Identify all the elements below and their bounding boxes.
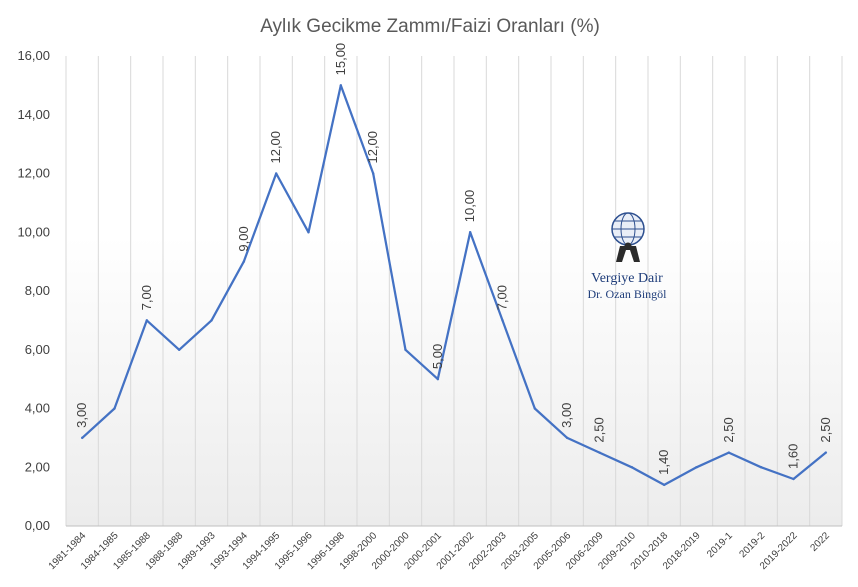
data-point bbox=[759, 466, 763, 469]
data-point bbox=[598, 451, 601, 454]
data-label: 7,00 bbox=[139, 285, 154, 310]
data-point bbox=[371, 172, 375, 175]
data-point bbox=[307, 231, 310, 234]
x-tick-label: 2019-2 bbox=[737, 530, 767, 560]
watermark-logo: Vergiye Dair Dr. Ozan Bingöl bbox=[588, 212, 668, 301]
data-label: 3,00 bbox=[74, 403, 89, 428]
data-label: 7,00 bbox=[495, 285, 510, 310]
data-label: 15,00 bbox=[333, 43, 348, 76]
data-point bbox=[501, 319, 504, 322]
data-point bbox=[727, 451, 731, 454]
data-point bbox=[533, 407, 537, 410]
data-label: 2,50 bbox=[592, 417, 607, 442]
x-tick-label: 2019-1 bbox=[705, 530, 735, 560]
y-tick-label: 4,00 bbox=[25, 401, 50, 416]
data-point bbox=[468, 231, 472, 234]
watermark-author: Dr. Ozan Bingöl bbox=[588, 287, 668, 301]
series-line bbox=[81, 84, 827, 487]
data-label: 3,00 bbox=[559, 403, 574, 428]
y-tick-label: 10,00 bbox=[17, 224, 50, 239]
y-tick-label: 8,00 bbox=[25, 283, 50, 298]
data-point bbox=[145, 319, 149, 322]
data-point bbox=[274, 172, 278, 175]
data-point bbox=[695, 466, 698, 469]
data-point bbox=[210, 319, 213, 322]
data-point bbox=[662, 483, 666, 487]
globe-atlas-icon bbox=[611, 212, 645, 262]
data-label: 9,00 bbox=[236, 226, 251, 251]
chart-title: Aylık Gecikme Zammı/Faizi Oranları (%) bbox=[260, 16, 600, 37]
data-point bbox=[792, 477, 795, 481]
data-point bbox=[177, 348, 181, 351]
y-tick-label: 6,00 bbox=[25, 342, 50, 357]
grid-lines bbox=[65, 56, 843, 526]
data-point bbox=[339, 84, 343, 87]
data-label: 10,00 bbox=[462, 190, 477, 223]
data-point bbox=[630, 466, 634, 469]
data-point bbox=[113, 407, 116, 410]
data-point bbox=[242, 260, 246, 263]
y-axis: 0,00 2,00 4,00 6,00 8,00 10,00 12,00 14,00 16,00 bbox=[17, 48, 50, 533]
series-line-group bbox=[80, 84, 828, 487]
y-tick-label: 16,00 bbox=[17, 48, 50, 63]
y-tick-label: 2,00 bbox=[25, 459, 50, 474]
data-label: 5,00 bbox=[430, 344, 445, 369]
data-point bbox=[565, 436, 569, 440]
y-tick-label: 14,00 bbox=[17, 107, 50, 122]
watermark-title: Vergiye Dair bbox=[591, 271, 663, 286]
x-tick-label: 2022 bbox=[808, 530, 832, 554]
data-label: 1,60 bbox=[786, 444, 801, 469]
data-point bbox=[404, 348, 407, 351]
data-label: 2,50 bbox=[721, 417, 736, 442]
y-tick-label: 0,00 bbox=[25, 518, 50, 533]
data-labels: 3,00 7,00 9,00 12,00 15,00 12,00 5,00 10,00 7,00… bbox=[74, 43, 833, 475]
data-point bbox=[80, 436, 84, 440]
data-point bbox=[824, 451, 828, 454]
data-label: 1,40 bbox=[656, 450, 671, 475]
data-label: 2,50 bbox=[818, 417, 833, 442]
y-tick-label: 12,00 bbox=[17, 166, 50, 181]
data-point bbox=[436, 377, 440, 381]
data-label: 12,00 bbox=[365, 131, 380, 164]
data-label: 12,00 bbox=[268, 131, 283, 164]
x-axis: 1981-19841984-19851985-19881988-19881989… bbox=[47, 525, 842, 572]
